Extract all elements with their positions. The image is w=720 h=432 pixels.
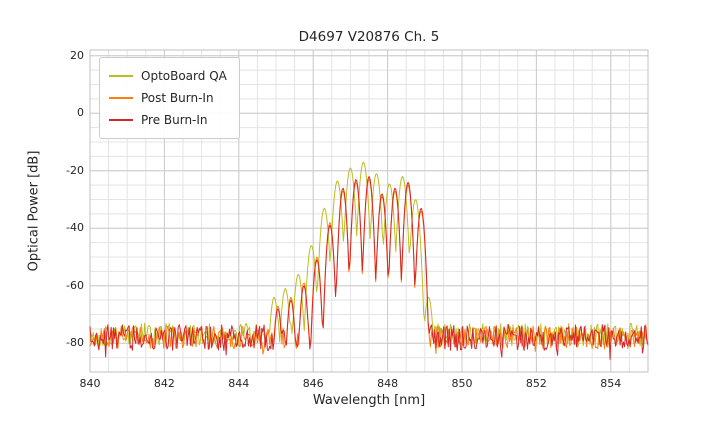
x-tick-label: 840 xyxy=(79,377,101,390)
legend-item-post-burn-in: Post Burn-In xyxy=(109,87,227,109)
legend-label: Pre Burn-In xyxy=(141,113,208,127)
y-tick-label: -40 xyxy=(66,221,84,235)
legend-item-pre-burn-in: Pre Burn-In xyxy=(109,109,227,131)
legend-line-sample xyxy=(109,97,133,99)
x-tick-label: 844 xyxy=(228,377,250,390)
y-tick-label: -20 xyxy=(66,163,84,177)
x-tick-label: 848 xyxy=(377,377,399,390)
x-axis-label: Wavelength [nm] xyxy=(312,393,426,408)
x-tick-label: 854 xyxy=(600,377,622,390)
x-tick-label: 850 xyxy=(451,377,473,390)
x-tick-label: 842 xyxy=(153,377,175,390)
x-tick-label: 852 xyxy=(525,377,547,390)
y-tick-label: -60 xyxy=(66,278,84,292)
legend-label: OptoBoard QA xyxy=(141,69,227,83)
chart-title: D4697 V20876 Ch. 5 xyxy=(298,29,440,45)
legend-label: Post Burn-In xyxy=(141,91,214,105)
y-tick-label: -80 xyxy=(66,336,84,350)
y-tick-label: 20 xyxy=(70,48,84,62)
x-tick-label: 846 xyxy=(302,377,324,390)
legend-line-sample xyxy=(109,119,133,121)
legend-item-optoboard-qa: OptoBoard QA xyxy=(109,65,227,87)
legend-line-sample xyxy=(109,75,133,77)
y-tick-label: 0 xyxy=(77,106,84,120)
legend-box: OptoBoard QA Post Burn-In Pre Burn-In xyxy=(99,57,240,139)
